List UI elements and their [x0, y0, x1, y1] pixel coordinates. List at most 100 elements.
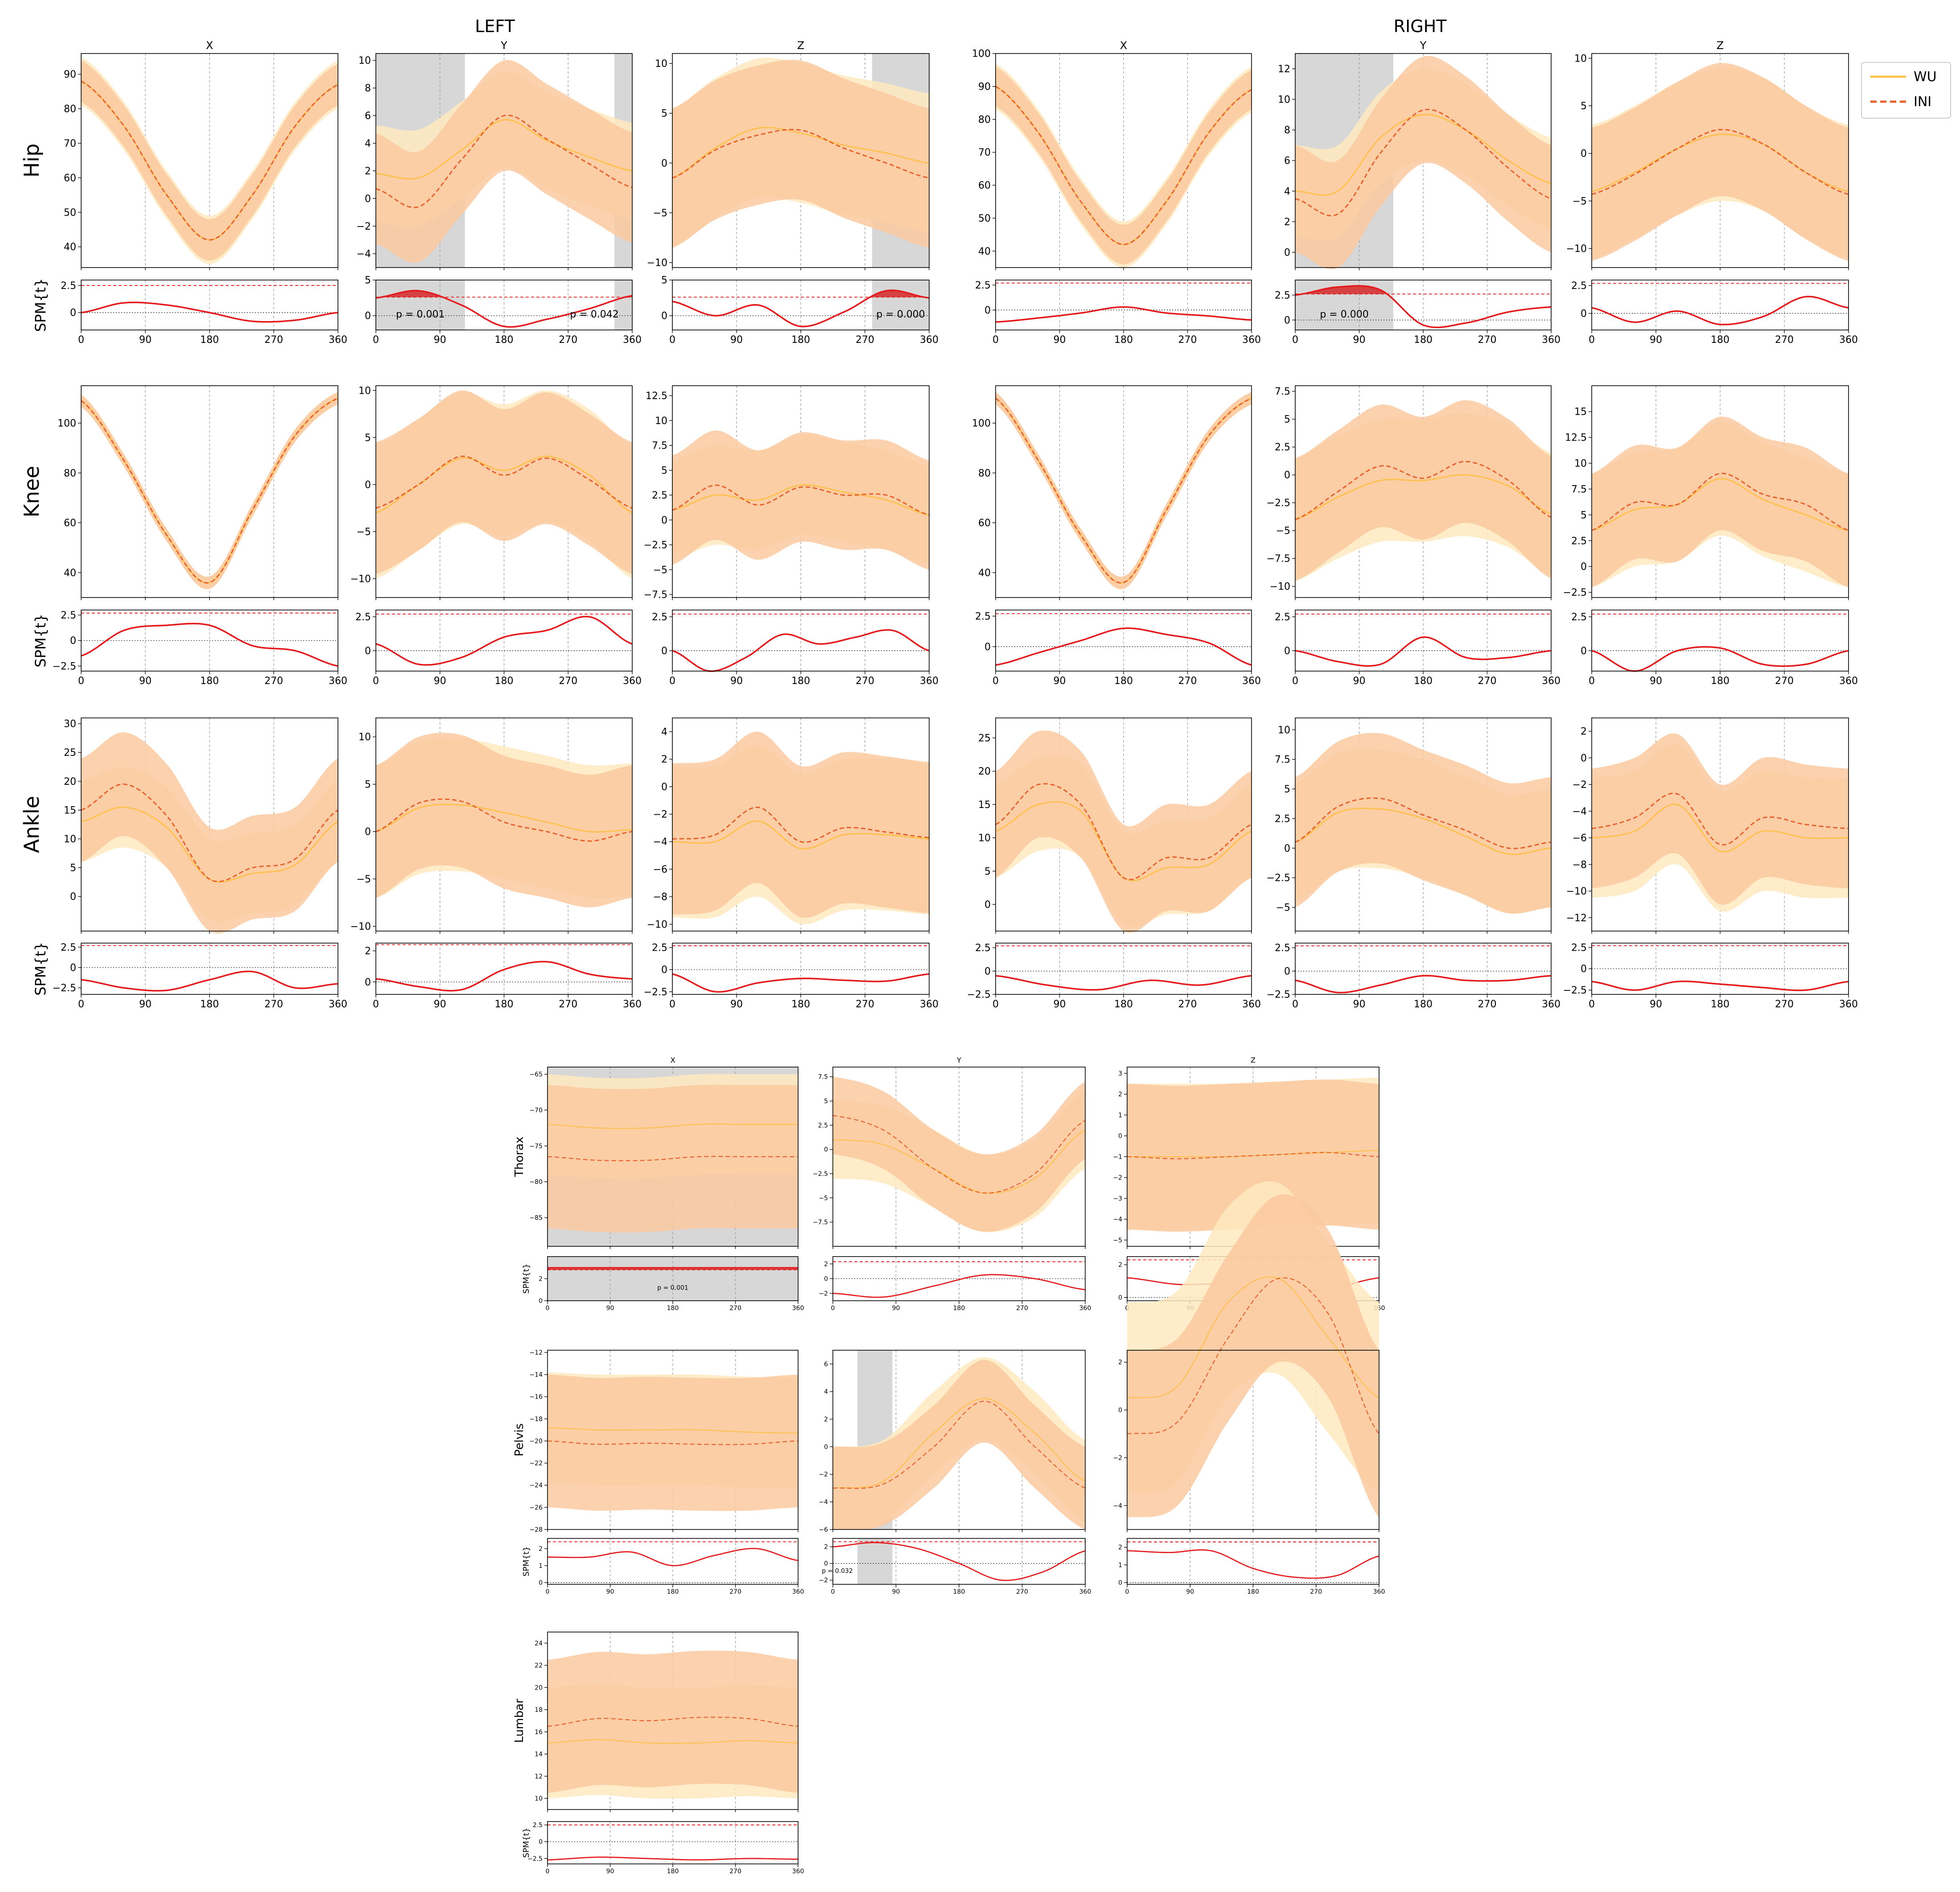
ytick-label: 2	[1581, 726, 1587, 738]
ytick-label: 5	[661, 275, 667, 286]
ini-mean-line	[375, 455, 633, 509]
wu-mean-line	[375, 455, 633, 514]
ytick-label: −22	[529, 1460, 543, 1467]
ytick-label: 0	[1581, 308, 1587, 319]
ytick-label: −4	[357, 249, 371, 260]
spm-curve	[375, 615, 633, 666]
xtick-label: 180	[953, 1305, 965, 1312]
ini-sd-band	[1295, 733, 1551, 914]
wu-mean-line	[672, 820, 930, 850]
ytick-label: 2.5	[61, 942, 76, 953]
row-label-pelvis: Pelvis	[513, 1423, 526, 1456]
spm-significance-region	[857, 1538, 893, 1584]
ytick-label: 4	[824, 1389, 828, 1396]
ytick-label: 70	[64, 138, 76, 149]
ytick-label: 8	[1284, 125, 1290, 136]
xtick-label: 270	[1775, 334, 1794, 346]
ytick-label: 6	[824, 1361, 828, 1368]
legend: WU INI	[1861, 62, 1951, 119]
xtick-label: 270	[856, 334, 874, 346]
ini-mean-line	[995, 783, 1252, 881]
xtick-label: 270	[1478, 334, 1497, 346]
panel-pelvis-x: Pelvis SPM{t} −28 −26 −24 −22 −20 −18 −16 −14 −12 0…	[513, 1349, 804, 1595]
xtick-label: 360	[792, 1305, 804, 1312]
ini-sd-band	[1592, 733, 1849, 905]
spm-curve	[995, 627, 1252, 666]
panel-ankle-left-y: −10 −5 0 5 10 0 2 0 90 180 270 360	[350, 717, 642, 1010]
xtick-label: 180	[1711, 334, 1729, 346]
xtick-label: 0	[373, 676, 379, 687]
ytick-label: 0	[1284, 470, 1290, 481]
ytick-label: 90	[64, 69, 76, 80]
xtick-label: 90	[606, 1868, 614, 1875]
wu-mean-line	[1295, 474, 1552, 520]
xtick-label: 180	[667, 1305, 679, 1312]
panel-knee-left-z: −7.5 −5 −2.5 0 2.5 5 7.5 10 12.5 0 2.5 0 90 180 270 360	[644, 385, 939, 687]
ytick-label: 4	[1284, 186, 1290, 197]
xtick-label: 360	[1242, 999, 1261, 1010]
spm-curve	[375, 960, 633, 992]
ytick-label: 10	[64, 834, 76, 845]
ytick-label: −12	[529, 1349, 543, 1356]
ytick-label: 0	[1581, 646, 1587, 657]
ytick-label: 2	[824, 1544, 828, 1551]
xtick-label: 180	[200, 334, 219, 346]
spm-curve	[1127, 1549, 1379, 1579]
ytick-label: 0	[539, 1838, 543, 1846]
ini-sd-band	[672, 430, 929, 570]
panel-hip-right-x: X 40 50 60 70 80 90 100 0 2.5 0 90 180 270 360	[972, 39, 1261, 346]
ini-sd-band	[376, 60, 632, 263]
ytick-label: −2	[819, 1471, 828, 1478]
ytick-label: −2	[1573, 779, 1587, 791]
xtick-label: 270	[559, 676, 577, 687]
ini-sd-band	[833, 1360, 1085, 1530]
ytick-label: 60	[64, 173, 76, 184]
xtick-label: 0	[373, 999, 379, 1010]
ytick-label: 2.5	[1571, 536, 1587, 547]
ytick-label: 0	[365, 646, 371, 657]
ytick-label: 2.5	[652, 943, 667, 954]
xtick-label: 180	[1711, 676, 1729, 687]
ytick-label: −10	[1566, 886, 1587, 897]
p-value-label: p = 0.042	[570, 309, 618, 320]
xtick-label: 0	[546, 1588, 550, 1595]
ini-sd-band	[1592, 416, 1849, 587]
ytick-label: 0	[70, 891, 76, 903]
ytick-label: −5	[819, 1195, 828, 1202]
ytick-label: −5	[1276, 903, 1290, 914]
ytick-label: −2	[653, 809, 667, 820]
ini-sd-band	[996, 730, 1252, 933]
wu-mean-line	[832, 1398, 1086, 1489]
xtick-label: 180	[200, 676, 219, 687]
xtick-label: 360	[920, 676, 939, 687]
spm-curve	[995, 975, 1252, 991]
ini-sd-band	[672, 731, 929, 918]
ytick-label: 5	[1581, 510, 1587, 521]
xtick-label: 0	[992, 676, 999, 687]
xtick-label: 90	[730, 676, 743, 687]
xtick-label: 360	[1242, 334, 1261, 346]
xtick-label: 180	[1114, 334, 1133, 346]
xtick-label: 90	[1054, 999, 1066, 1010]
ytick-label: 10	[655, 58, 667, 70]
xtick-label: 90	[434, 999, 446, 1010]
xtick-label: 270	[264, 334, 283, 346]
ytick-label: 5	[661, 465, 667, 476]
xtick-label: 90	[1054, 676, 1066, 687]
ini-mean-line	[1295, 797, 1552, 849]
ini-sd-band	[996, 66, 1252, 264]
ytick-label: 10	[358, 55, 371, 66]
spm-curve	[547, 1856, 798, 1861]
ini-mean-line	[672, 484, 930, 516]
ytick-label: 10	[1574, 458, 1587, 469]
ytick-label: −26	[529, 1504, 543, 1511]
xtick-label: 0	[78, 999, 84, 1010]
ytick-label: 0	[824, 1275, 828, 1282]
xtick-label: 0	[992, 999, 999, 1010]
ytick-label: 10	[1278, 725, 1290, 736]
xtick-label: 270	[729, 1868, 741, 1875]
ytick-label: −12	[1566, 913, 1587, 924]
xtick-label: 90	[1353, 676, 1366, 687]
